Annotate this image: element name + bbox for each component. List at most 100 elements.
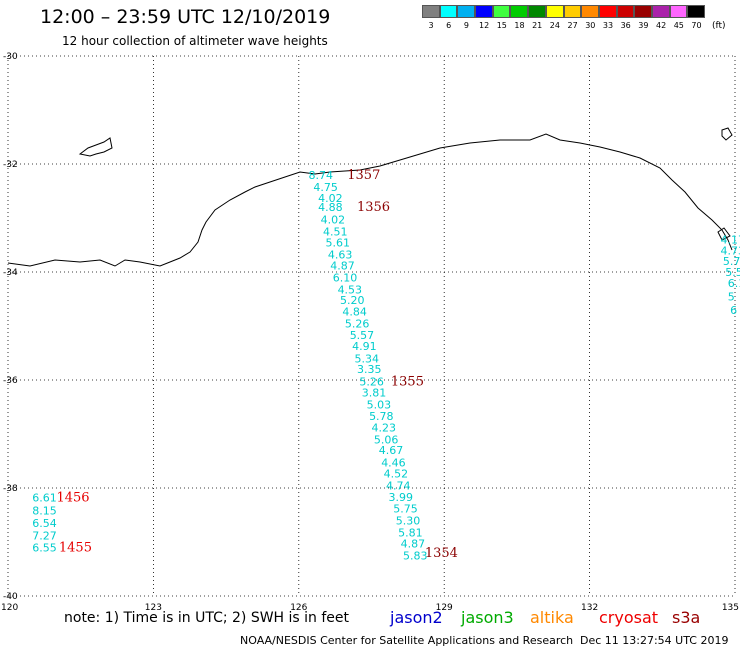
scale-bin-label: 42 xyxy=(656,21,667,30)
wave-height-value: 5.81 xyxy=(398,526,423,539)
wave-height-value: 5.61 xyxy=(325,236,350,249)
scale-swatch xyxy=(651,5,670,18)
wave-height-value: 5.30 xyxy=(396,514,421,527)
pass-time-label: 1355 xyxy=(391,375,424,390)
units-note: note: 1) Time is in UTC; 2) SWH is in fe… xyxy=(64,610,350,626)
wave-height-value: 4.51 xyxy=(323,226,348,239)
wave-height-value: 6.54 xyxy=(32,517,57,530)
coastline xyxy=(7,133,733,267)
scale-bin-label: 9 xyxy=(463,21,469,30)
wave-height-value: 5.83 xyxy=(403,550,428,563)
scale-swatch xyxy=(510,5,529,18)
wave-height-value: 6.55 xyxy=(32,541,57,554)
longitude-label: 120 xyxy=(1,603,18,613)
wave-height-value: 4.74 xyxy=(386,479,411,492)
wave-height-value: 4.02 xyxy=(318,192,343,205)
wave-height-value: 4.87 xyxy=(330,260,355,273)
scale-bin-label: 12 xyxy=(479,21,490,30)
wave-height-value: 4.88 xyxy=(318,201,343,214)
scale-swatch xyxy=(422,5,440,18)
longitude-label: 135 xyxy=(722,603,739,613)
wave-height-value: 3.81 xyxy=(362,386,387,399)
wave-height-value: 8.74 xyxy=(308,169,333,182)
scale-swatch xyxy=(598,5,617,18)
color-scale xyxy=(422,5,705,18)
scale-swatch xyxy=(669,5,688,18)
wave-height-value: 4.46 xyxy=(381,457,406,470)
wave-height-value: 4.75 xyxy=(313,181,338,194)
wave-height-value: 6.10 xyxy=(333,271,358,284)
wave-height-value: 5.26 xyxy=(359,376,384,389)
scale-swatch xyxy=(616,5,635,18)
satellite-legend-item: jason3 xyxy=(461,608,514,627)
wave-height-value: 4.84 xyxy=(342,305,367,318)
wave-height-value: 3.99 xyxy=(388,491,413,504)
scale-bin-label: 24 xyxy=(549,21,560,30)
scale-swatch xyxy=(634,5,652,18)
pass-time-label: 1357 xyxy=(347,168,380,183)
scale-unit: (ft) xyxy=(712,21,726,31)
wave-height-value: 4.52 xyxy=(384,467,409,480)
scale-swatch xyxy=(581,5,599,18)
scale-swatch xyxy=(545,5,564,18)
wave-height-value: 4.17 xyxy=(720,234,740,247)
scale-swatch xyxy=(492,5,511,18)
wave-height-value: 5.03 xyxy=(367,398,392,411)
longitude-label: 129 xyxy=(436,603,453,613)
wave-height-value: 4.73 xyxy=(720,244,740,257)
wave-height-value: 3.35 xyxy=(357,363,382,376)
footer-timestamp: Dec 11 13:27:54 UTC 2019 xyxy=(580,634,729,647)
pass-time-label: 1456 xyxy=(56,491,89,506)
scale-bin-label: 30 xyxy=(585,21,596,30)
wave-height-value: 4.67 xyxy=(379,444,404,457)
satellite-legend-item: altika xyxy=(530,608,574,627)
scale-bin-label: 21 xyxy=(532,21,543,30)
wave-height-values: 8.744.754.024.884.024.515.614.634.876.10… xyxy=(32,169,740,563)
wave-height-value: 5 xyxy=(728,290,735,303)
scale-bin-label: 36 xyxy=(620,21,631,30)
longitude-labels: 120 123 126 129 132 135 xyxy=(1,603,739,613)
wave-height-value: 7.27 xyxy=(32,530,57,543)
wave-height-value: 4.91 xyxy=(352,340,377,353)
island-shape xyxy=(721,127,733,141)
scale-bin-label: 3 xyxy=(428,21,434,30)
pass-time-label: 1455 xyxy=(59,540,92,555)
satellite-legend-item: s3a xyxy=(672,608,701,627)
wave-height-value: 4.02 xyxy=(321,214,346,227)
wave-height-value: 6.61 xyxy=(32,492,57,505)
wave-height-value: 6 xyxy=(730,304,737,317)
latitude-label: -40 xyxy=(3,592,18,602)
scale-swatch xyxy=(439,5,458,18)
latitude-label: -38 xyxy=(3,484,18,494)
wave-height-value: 5.5 xyxy=(725,266,740,279)
scale-bin-label: 33 xyxy=(602,21,614,30)
wave-height-value: 5.34 xyxy=(355,352,380,365)
scale-bin-label: 18 xyxy=(514,21,525,30)
footer-org: NOAA/NESDIS Center for Satellite Applica… xyxy=(240,634,574,647)
island-shape xyxy=(78,137,113,157)
scale-swatch xyxy=(528,5,546,18)
page-subtitle: 12 hour collection of altimeter wave hei… xyxy=(62,34,328,48)
wave-height-value: 5.74 xyxy=(723,255,740,268)
latitude-labels: -30 -32 -34 -36 -38 -40 xyxy=(3,52,18,602)
scale-bin-label: 27 xyxy=(567,21,578,30)
pass-time-labels: 1357 1356 1355 1354 1456 1455 xyxy=(56,168,457,561)
wave-height-value: 5.06 xyxy=(374,433,399,446)
longitude-label: 126 xyxy=(290,603,307,613)
latitude-label: -30 xyxy=(3,52,18,62)
wave-height-value: 4.23 xyxy=(372,422,397,435)
page-title: 12:00 – 23:59 UTC 12/10/2019 xyxy=(40,6,331,28)
pass-time-label: 1354 xyxy=(425,546,458,561)
pass-time-label: 1356 xyxy=(357,200,390,215)
satellite-legend-item: cryosat xyxy=(599,608,659,627)
lat-lon-grid xyxy=(7,55,736,597)
longitude-label: 132 xyxy=(581,603,598,613)
latitude-label: -34 xyxy=(3,268,18,278)
wave-height-value: 5.78 xyxy=(369,410,394,423)
wave-height-value: 5.75 xyxy=(393,503,418,516)
scale-bin-label: 45 xyxy=(673,21,684,30)
longitude-label: 123 xyxy=(145,603,162,613)
scale-bin-label: 39 xyxy=(638,21,649,30)
wave-height-value: 5.57 xyxy=(350,329,375,342)
